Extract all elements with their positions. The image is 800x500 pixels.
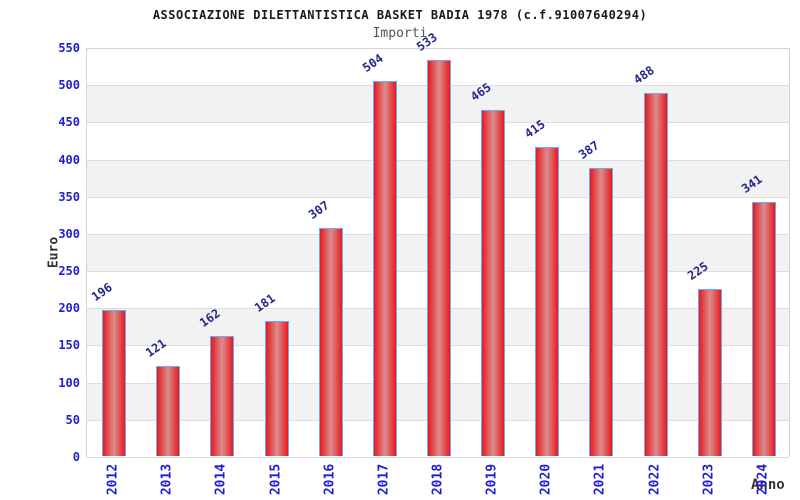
bar-2024 bbox=[751, 202, 776, 456]
x-tick-label: 2016 bbox=[322, 463, 338, 496]
bar-2012 bbox=[102, 310, 127, 456]
y-tick-label: 450 bbox=[58, 115, 80, 130]
x-tick-label: 2022 bbox=[647, 463, 663, 496]
bar-2021 bbox=[589, 168, 614, 456]
bar-2019 bbox=[481, 110, 506, 456]
y-tick-label: 100 bbox=[58, 375, 80, 390]
x-tick-label: 2020 bbox=[538, 463, 554, 496]
x-tick-label: 2018 bbox=[430, 463, 446, 496]
bar-2014 bbox=[210, 335, 235, 456]
y-tick-label: 50 bbox=[65, 412, 80, 427]
x-axis-title: Anno bbox=[751, 477, 785, 493]
x-tick-label: 2023 bbox=[701, 463, 717, 496]
bar-2018 bbox=[427, 59, 451, 456]
x-tick-label: 2015 bbox=[268, 463, 284, 496]
y-tick-label: 550 bbox=[58, 41, 80, 55]
x-tick-label: 2021 bbox=[592, 463, 608, 496]
y-tick-label: 0 bbox=[72, 450, 80, 464]
bar-2015 bbox=[264, 321, 289, 456]
y-tick-label: 350 bbox=[58, 189, 80, 204]
y-tick-label: 400 bbox=[58, 152, 80, 167]
x-tick-label: 2012 bbox=[105, 463, 121, 496]
y-tick-label: 150 bbox=[58, 338, 80, 353]
chart-subtitle: Importi bbox=[372, 26, 428, 41]
chart-title: ASSOCIAZIONE DILETTANTISTICA BASKET BADI… bbox=[152, 8, 648, 22]
bar-2022 bbox=[643, 93, 668, 456]
y-tick-label: 500 bbox=[58, 78, 80, 93]
y-tick-label: 200 bbox=[58, 301, 80, 316]
plot-area: 196 121 162 181 307 504 533 465 415 387 488 225 341 bbox=[86, 30, 790, 458]
x-tick-label: 2013 bbox=[159, 463, 175, 496]
bar-2016 bbox=[318, 227, 343, 456]
y-tick-label: 300 bbox=[58, 226, 80, 241]
y-tick-label: 250 bbox=[58, 264, 80, 279]
bar-2020 bbox=[535, 147, 560, 456]
x-tick-label: 2017 bbox=[376, 463, 392, 496]
x-tick-label: 2024 bbox=[755, 463, 771, 496]
bar-2023 bbox=[697, 288, 722, 456]
x-tick-label: 2014 bbox=[213, 463, 229, 496]
bar-2017 bbox=[372, 81, 397, 456]
bar-2013 bbox=[156, 366, 181, 456]
x-tick-label: 2019 bbox=[484, 463, 500, 496]
